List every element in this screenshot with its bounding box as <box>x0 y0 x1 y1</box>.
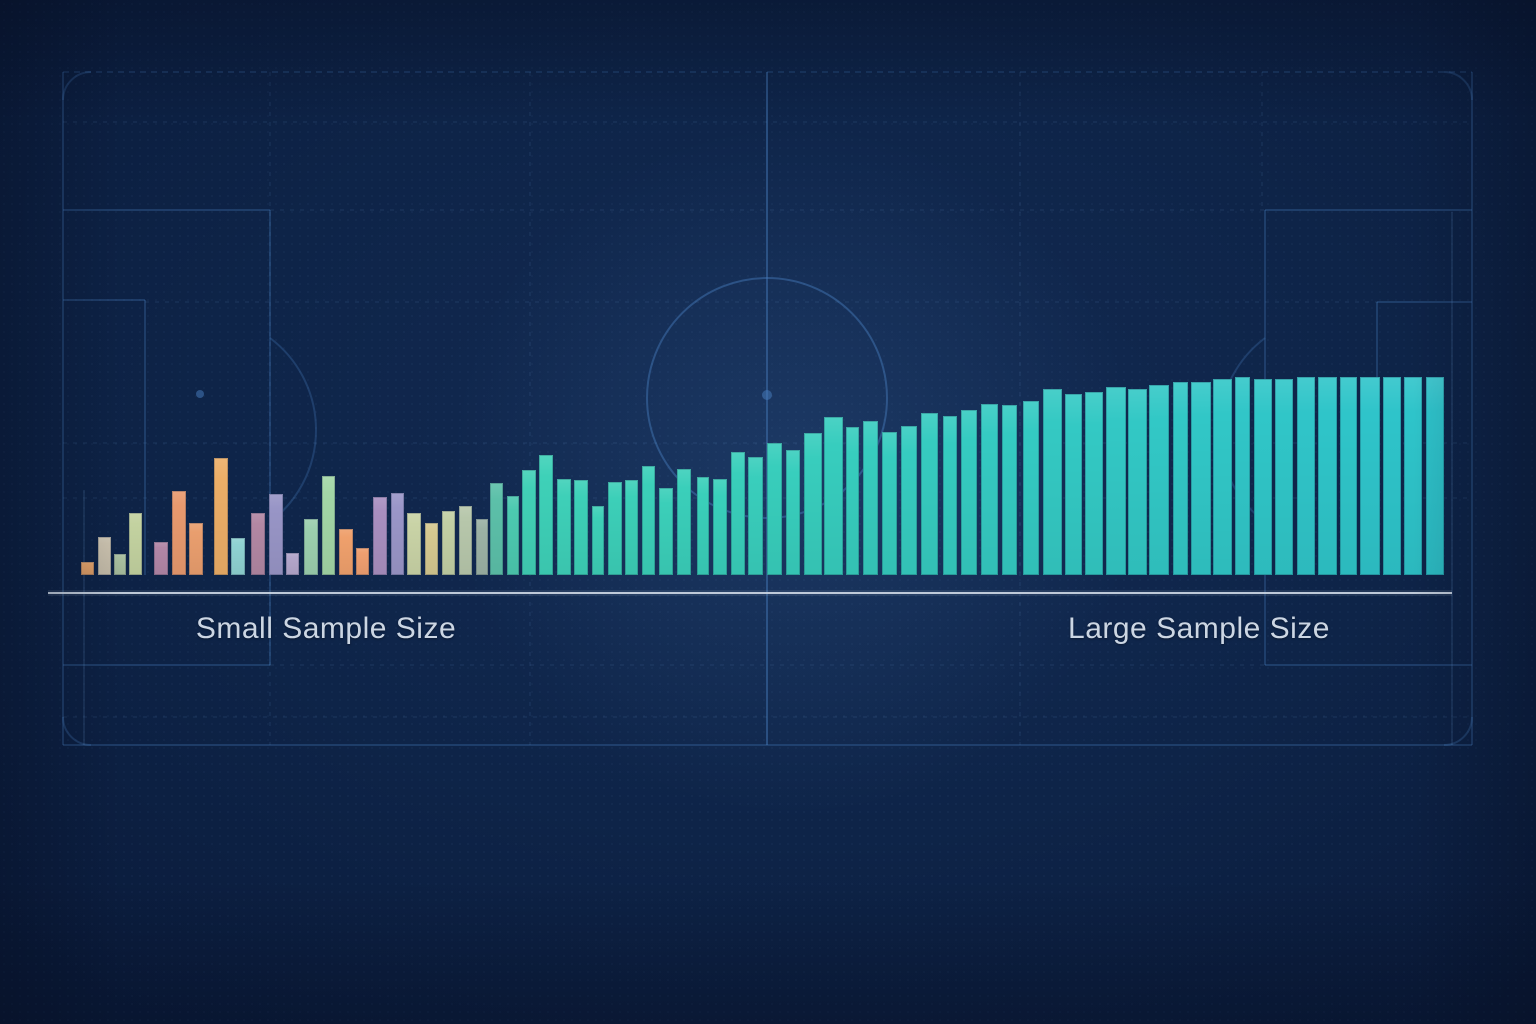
bar <box>1404 377 1422 575</box>
bar <box>251 513 265 575</box>
bar <box>391 493 404 575</box>
bar <box>1318 377 1337 575</box>
bar <box>574 480 588 575</box>
bar <box>507 496 519 575</box>
bar <box>356 548 369 575</box>
bar <box>863 421 878 575</box>
bar <box>625 480 638 575</box>
bar <box>767 443 782 575</box>
bar <box>713 479 727 575</box>
bar <box>339 529 353 575</box>
bar <box>1002 405 1017 575</box>
bar <box>557 479 571 575</box>
large-sample-label: Large Sample Size <box>1068 612 1330 645</box>
bar <box>659 488 673 575</box>
bar <box>1065 394 1082 575</box>
bar <box>1085 392 1103 575</box>
bar <box>1426 377 1444 575</box>
bar <box>731 452 745 575</box>
bar <box>677 469 691 575</box>
pitch-border <box>62 71 1473 746</box>
bar <box>1128 389 1147 575</box>
bar <box>786 450 800 575</box>
bar <box>231 538 245 575</box>
bar <box>846 427 859 575</box>
small-sample-label: Small Sample Size <box>195 612 457 645</box>
corner-arc-icons <box>62 71 1473 746</box>
bar <box>961 410 977 575</box>
bar <box>1340 377 1357 575</box>
bar <box>1275 379 1293 575</box>
bar <box>748 457 763 575</box>
bar <box>1023 401 1039 575</box>
bar <box>1173 382 1188 575</box>
bar <box>442 511 455 575</box>
bar <box>1149 385 1169 575</box>
bar <box>98 537 111 575</box>
bar <box>642 466 655 575</box>
bar <box>373 497 387 575</box>
bar <box>921 413 938 575</box>
bar <box>901 426 917 575</box>
bar <box>114 554 126 575</box>
bar <box>522 470 536 575</box>
blueprint-grid <box>63 72 1472 745</box>
bar <box>459 506 472 575</box>
bar <box>154 542 168 575</box>
bar <box>804 433 822 575</box>
bar <box>539 455 553 575</box>
bar <box>476 519 488 575</box>
penalty-box-left <box>63 209 317 666</box>
bar <box>981 404 998 575</box>
bar <box>592 506 604 575</box>
bar <box>943 416 957 575</box>
bar <box>1360 377 1380 575</box>
bar <box>407 513 421 575</box>
bar <box>322 476 335 575</box>
bar <box>608 482 622 575</box>
bar <box>1254 379 1272 575</box>
bar <box>1383 377 1401 575</box>
bar <box>882 432 897 575</box>
bar <box>269 494 283 575</box>
bar <box>214 458 228 575</box>
bar <box>172 491 186 575</box>
bar <box>1297 377 1315 575</box>
bar <box>129 513 142 575</box>
bar <box>824 417 843 575</box>
bar <box>304 519 318 575</box>
bar <box>425 523 438 575</box>
bar <box>490 483 503 575</box>
bar <box>81 562 94 575</box>
bar <box>1043 389 1062 575</box>
bar <box>1106 387 1126 575</box>
bar <box>1213 379 1232 575</box>
bar <box>1235 377 1250 575</box>
bar <box>286 553 299 575</box>
bar <box>189 523 203 575</box>
bar <box>697 477 709 575</box>
bar <box>1191 382 1211 575</box>
